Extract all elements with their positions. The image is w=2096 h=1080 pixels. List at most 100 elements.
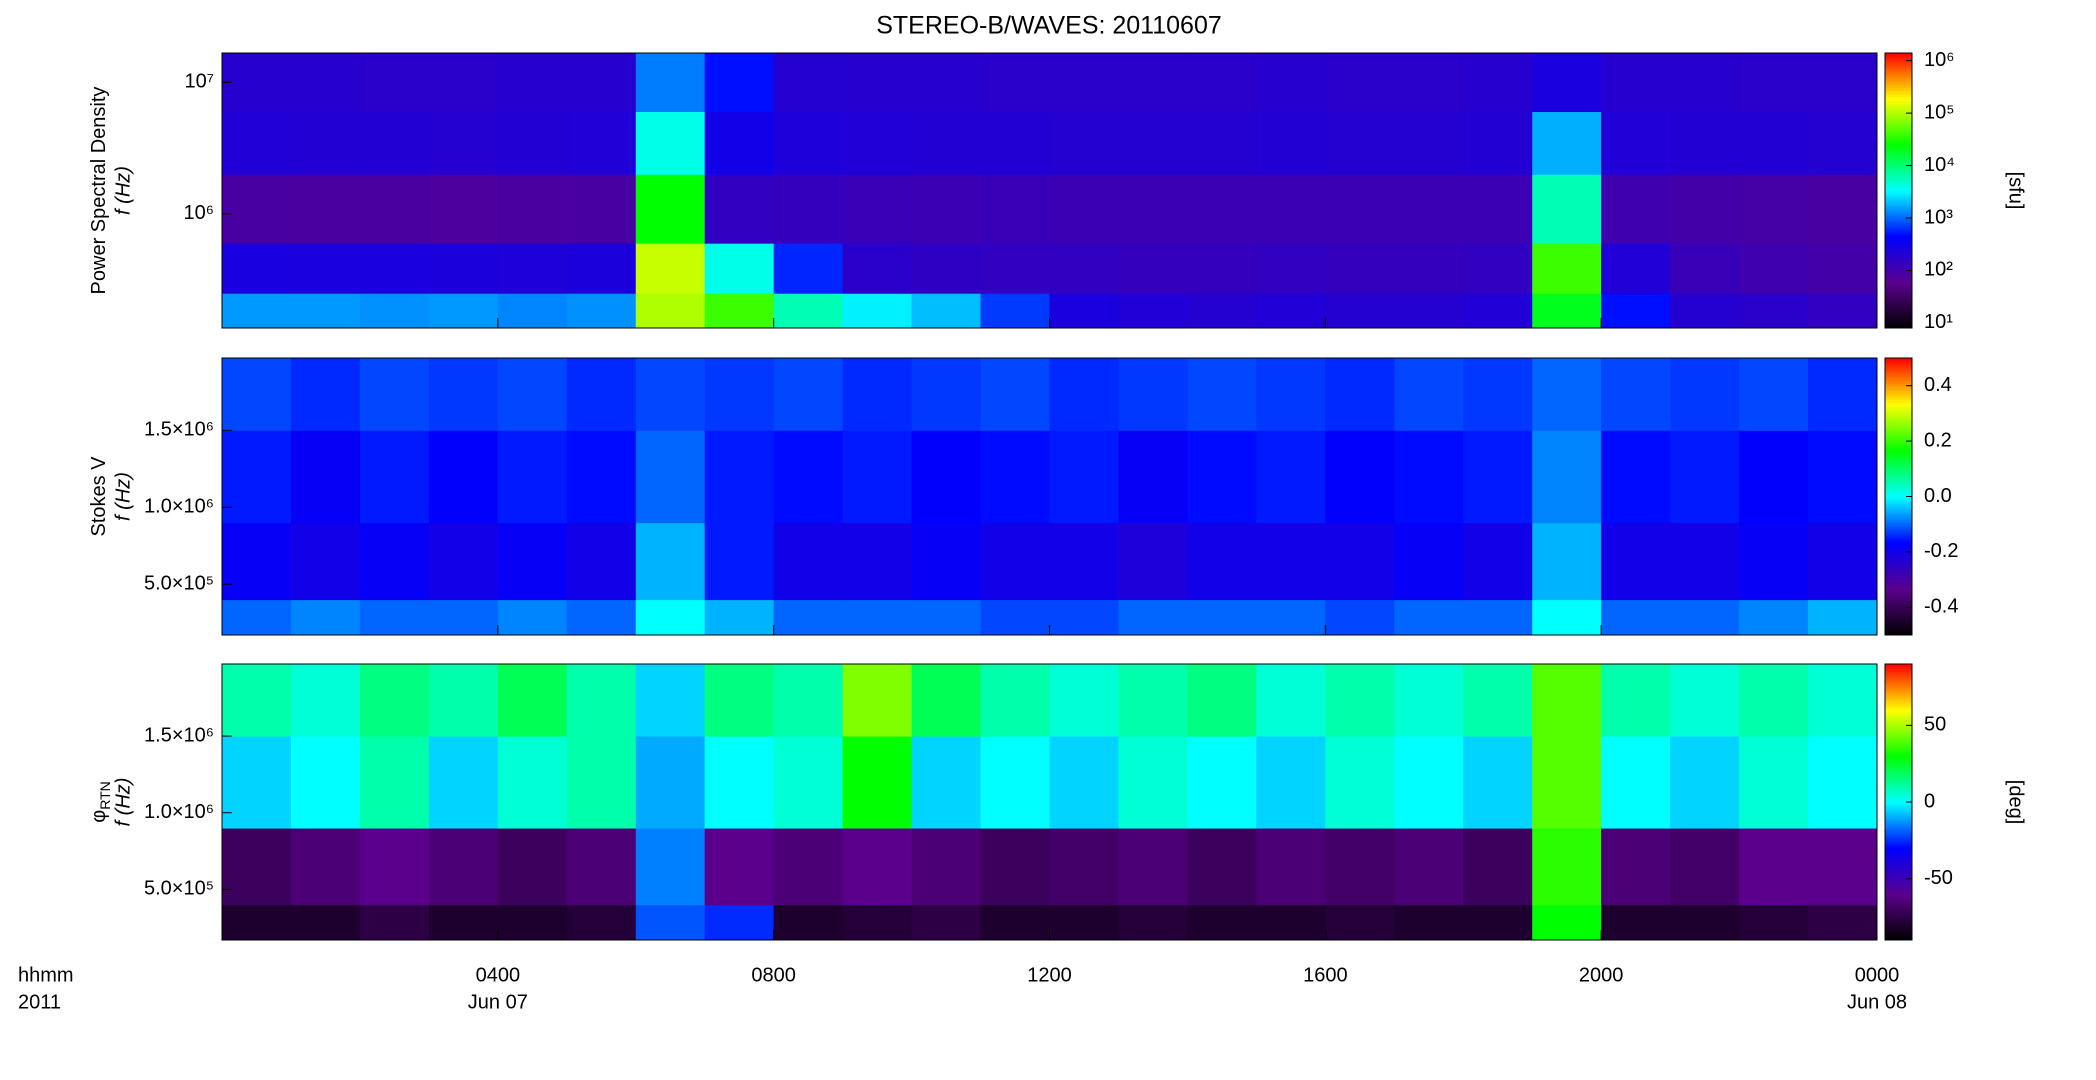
colorbar-segment (1885, 547, 1912, 551)
heatmap-cell (222, 243, 292, 294)
colorbar-segment (1885, 866, 1912, 870)
colorbar-segment (1885, 277, 1912, 281)
colorbar-segment (1885, 526, 1912, 530)
colorbar-segment (1885, 684, 1912, 688)
x-tick-label: 0000 (1855, 964, 1900, 986)
heatmap-cell (1739, 53, 1809, 113)
heatmap-cell (1325, 358, 1395, 431)
colorbar-segment (1885, 236, 1912, 240)
heatmap-cell (290, 736, 361, 829)
colorbar-segment (1885, 291, 1912, 295)
y-tick-label: 10⁶ (184, 202, 214, 224)
colorbar-segment (1885, 126, 1912, 130)
colorbar-segment (1885, 600, 1912, 604)
colorbar-segment (1885, 140, 1912, 143)
heatmap-cell (359, 53, 430, 113)
colorbar-segment (1885, 130, 1912, 134)
colorbar-segment (1885, 293, 1912, 297)
heatmap-cell (1670, 522, 1740, 601)
colorbar-segment (1885, 55, 1912, 59)
colorbar-segment (1885, 762, 1912, 766)
heatmap-cell (1049, 53, 1119, 113)
colorbar-segment (1885, 422, 1912, 426)
colorbar-segment (1885, 431, 1912, 435)
heatmap-cell (635, 904, 706, 941)
colorbar-segment (1885, 179, 1912, 182)
colorbar-segment (1885, 240, 1912, 244)
heatmap-cell (1049, 828, 1119, 906)
heatmap-cell (1808, 111, 1878, 175)
colorbar-segment (1885, 588, 1912, 592)
colorbar-segment (1885, 776, 1912, 780)
colorbar-segment (1885, 252, 1912, 256)
colorbar-segment (1885, 781, 1912, 785)
colorbar-segment (1885, 231, 1912, 235)
heatmap-cell (1187, 293, 1257, 329)
colorbar-segment (1885, 80, 1912, 84)
colorbar-segment (1885, 758, 1912, 762)
heatmap-cell (1601, 53, 1671, 113)
colorbar-segment (1885, 716, 1912, 720)
heatmap-cell (566, 664, 637, 737)
x-tick-label: 0800 (751, 964, 796, 986)
colorbar-segment (1885, 415, 1912, 419)
heatmap-cell (1394, 904, 1464, 941)
colorbar-segment (1885, 282, 1912, 285)
heatmap-cell (359, 111, 430, 175)
colorbar-segment (1885, 723, 1912, 727)
y-axis-label: f (Hz) (112, 166, 134, 215)
y-tick-label: 5.0×10⁵ (144, 572, 214, 594)
heatmap-cell (428, 522, 499, 601)
heatmap-cell (1325, 293, 1395, 329)
heatmap-cell (1394, 111, 1464, 175)
y-axis-label: f (Hz) (112, 778, 134, 827)
heatmap-cell (1049, 111, 1119, 175)
colorbar-segment (1885, 673, 1912, 676)
heatmap-cell (980, 522, 1050, 601)
heatmap-cell (222, 522, 292, 601)
colorbar-segment (1885, 611, 1912, 615)
heatmap-cell (1256, 828, 1326, 906)
heatmap-cell (773, 430, 844, 524)
y-tick-label: 1.0×10⁶ (144, 496, 214, 518)
colorbar-segment (1885, 621, 1912, 624)
heatmap-cell (428, 736, 499, 829)
heatmap-cell (1049, 243, 1119, 294)
colorbar-segment (1885, 919, 1912, 923)
heatmap-cell (497, 358, 568, 431)
colorbar-segment (1885, 468, 1912, 472)
heatmap-cell (290, 599, 361, 636)
colorbar-segment (1885, 101, 1912, 104)
colorbar-segment (1885, 910, 1912, 913)
heatmap-cell (1256, 599, 1326, 636)
heatmap-cell (1463, 664, 1533, 737)
colorbar-segment (1885, 478, 1912, 481)
heatmap-cell (1256, 664, 1326, 737)
heatmap-cell (222, 904, 292, 941)
heatmap-cell (222, 828, 292, 906)
colorbar-segment (1885, 174, 1912, 178)
heatmap-cell (1601, 599, 1671, 636)
heatmap-cell (1463, 522, 1533, 601)
y-tick-label: 1.0×10⁶ (144, 801, 214, 823)
colorbar-segment (1885, 105, 1912, 109)
heatmap-cell (635, 522, 706, 601)
heatmap-cell (911, 904, 982, 941)
heatmap-cell (773, 904, 844, 941)
colorbar-segment (1885, 753, 1912, 757)
heatmap-cell (497, 293, 568, 329)
x-tick-date-label: Jun 07 (468, 991, 528, 1013)
colorbar-segment (1885, 614, 1912, 618)
colorbar-segment (1885, 756, 1912, 759)
x-tick-label: 2000 (1579, 964, 1624, 986)
colorbar-segment (1885, 783, 1912, 787)
colorbar-segment (1885, 818, 1912, 821)
colorbar-segment (1885, 804, 1912, 808)
colorbar-segment (1885, 254, 1912, 258)
heatmap-cell (911, 53, 982, 113)
heatmap-cell (1739, 174, 1809, 244)
heatmap-cell (1325, 174, 1395, 244)
colorbar-segment (1885, 195, 1912, 198)
colorbar-segment (1885, 390, 1912, 394)
colorbar-segment (1885, 531, 1912, 534)
